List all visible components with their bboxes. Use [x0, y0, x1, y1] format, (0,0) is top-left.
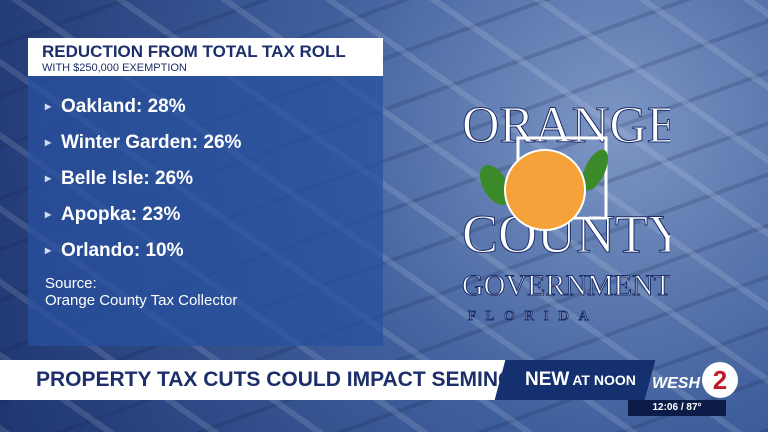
source-text: Orange County Tax Collector — [45, 292, 238, 309]
tag-noon: AT NOON — [572, 372, 636, 388]
list-item: Oakland: 28% — [45, 96, 186, 118]
orange — [504, 149, 586, 231]
station-logo: WESH 2 — [652, 362, 738, 398]
tag: NEW AT NOON — [525, 369, 636, 391]
source-label: Source: — [45, 275, 97, 292]
list-item: Apopka: 23% — [45, 204, 180, 226]
logo-line1: ORANGE — [462, 97, 670, 154]
headline: PROPERTY TAX CUTS COULD IMPACT SEMINOLE … — [36, 368, 636, 391]
list-item: Orlando: 10% — [45, 240, 183, 262]
list-item: Winter Garden: 26% — [45, 132, 241, 154]
tag-new: NEW — [525, 369, 570, 390]
channel: 2 — [713, 365, 727, 395]
channel-badge — [702, 362, 738, 398]
leaf — [582, 149, 608, 191]
logo-line4: FLORIDA — [468, 309, 599, 324]
logo-line3: GOVERNMENT — [462, 269, 670, 302]
lower-third: PROPERTY TAX CUTS COULD IMPACT SEMINOLE … — [0, 360, 636, 400]
county-logo: ORANGE COUNTY GOVERNMENT FLORIDA — [462, 97, 671, 325]
leaf — [479, 165, 511, 205]
header-title: REDUCTION FROM TOTAL TAX ROLL — [42, 42, 346, 61]
header: REDUCTION FROM TOTAL TAX ROLL WITH $250,… — [28, 38, 383, 76]
list-item: Belle Isle: 26% — [45, 168, 193, 190]
header-subtitle: WITH $250,000 EXEMPTION — [42, 62, 187, 74]
station: WESH — [652, 375, 700, 392]
time-temp: 12:06 / 87° — [628, 400, 726, 416]
